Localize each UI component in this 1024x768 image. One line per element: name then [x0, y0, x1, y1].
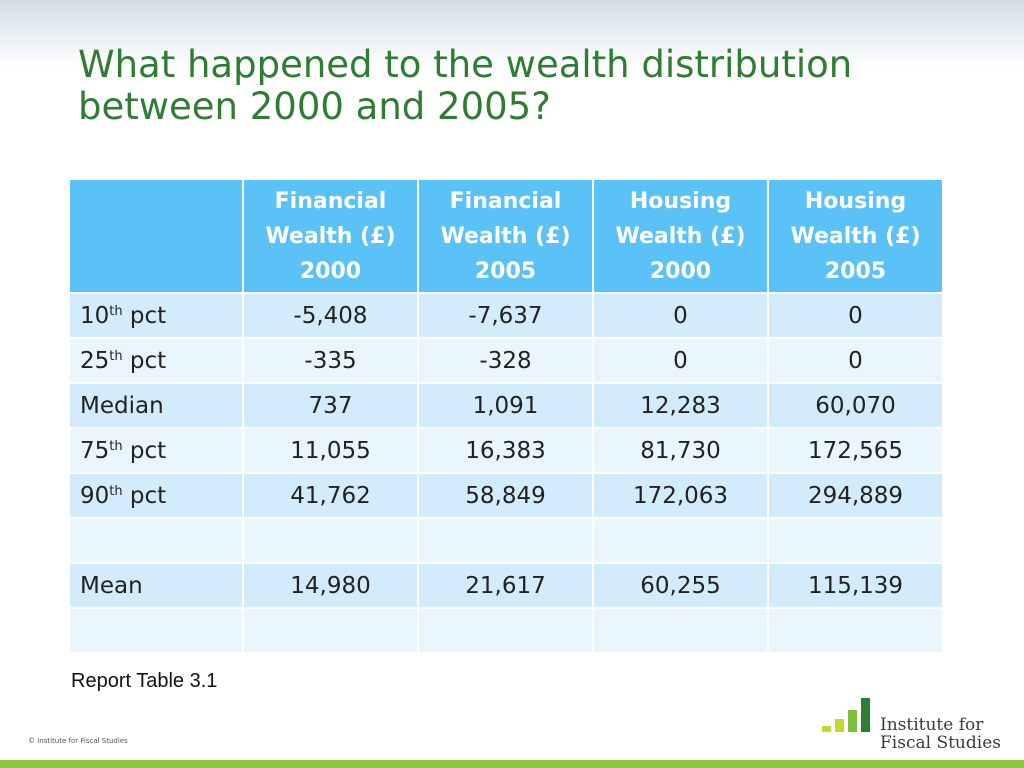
column-header: Housing Wealth (£) 2000 — [594, 180, 767, 292]
table-cell: 60,070 — [769, 384, 942, 427]
table-cell: -335 — [244, 339, 417, 382]
bar-chart-logo-icon — [822, 698, 878, 732]
row-label-rest: pct — [122, 302, 167, 329]
row-label: Mean — [70, 564, 242, 607]
column-header-line: Housing — [629, 188, 732, 214]
row-label-main: 75 — [80, 437, 110, 464]
table-cell — [594, 609, 767, 652]
table-cell: 737 — [244, 384, 417, 427]
column-header-line: 2000 — [649, 258, 712, 284]
table-cell: 1,091 — [419, 384, 592, 427]
table-cell: 0 — [769, 294, 942, 337]
header-gradient-band — [0, 0, 1024, 70]
table-caption: Report Table 3.1 — [71, 670, 218, 692]
row-label-superscript: th — [109, 483, 123, 499]
wealth-distribution-table: Financial Wealth (£) 2000 Financial Weal… — [68, 178, 944, 654]
column-header-line: Wealth (£) — [265, 223, 396, 249]
table-cell: 172,063 — [594, 474, 767, 517]
row-label — [70, 519, 242, 562]
table-cell: -7,637 — [419, 294, 592, 337]
table-cell — [244, 519, 417, 562]
row-label-rest: pct — [122, 482, 167, 509]
table-row — [70, 609, 942, 652]
table-row: 90th pct 41,762 58,849 172,063 294,889 — [70, 474, 942, 517]
header-corner-cell — [70, 180, 242, 292]
table-cell: 115,139 — [769, 564, 942, 607]
column-header: Financial Wealth (£) 2000 — [244, 180, 417, 292]
table-cell — [594, 519, 767, 562]
column-header-line: 2005 — [474, 258, 537, 284]
row-label-superscript: th — [109, 348, 123, 364]
table-cell: 12,283 — [594, 384, 767, 427]
table-cell: 58,849 — [419, 474, 592, 517]
table-cell — [419, 519, 592, 562]
slide-title: What happened to the wealth distribution… — [78, 44, 978, 128]
column-header-line: Financial — [449, 188, 562, 214]
table-cell: 0 — [769, 339, 942, 382]
table-cell: 0 — [594, 294, 767, 337]
column-header-line: Wealth (£) — [615, 223, 746, 249]
column-header-line: Housing — [804, 188, 907, 214]
column-header: Housing Wealth (£) 2005 — [769, 180, 942, 292]
table-cell: 41,762 — [244, 474, 417, 517]
row-label-main: 90 — [80, 482, 110, 509]
table-cell: -5,408 — [244, 294, 417, 337]
table-cell: 172,565 — [769, 429, 942, 472]
copyright-notice: © Institute for Fiscal Studies — [28, 737, 128, 745]
row-label-main: 25 — [80, 347, 110, 374]
row-label-main: 10 — [80, 302, 110, 329]
column-header-line: Wealth (£) — [790, 223, 921, 249]
table-cell: 21,617 — [419, 564, 592, 607]
table-row: 10th pct -5,408 -7,637 0 0 — [70, 294, 942, 337]
table-cell: 11,055 — [244, 429, 417, 472]
slide-title-line-1: What happened to the wealth distribution — [78, 43, 853, 86]
ifs-logo: Institute for Fiscal Studies — [822, 698, 1002, 754]
row-label: Median — [70, 384, 242, 427]
column-header-line: 2000 — [299, 258, 362, 284]
row-label-superscript: th — [109, 303, 123, 319]
row-label — [70, 609, 242, 652]
row-label-rest: pct — [122, 437, 167, 464]
table-cell — [769, 519, 942, 562]
row-label-main: Mean — [80, 572, 143, 599]
slide-title-line-2: between 2000 and 2005? — [78, 85, 551, 128]
table-row: Median 737 1,091 12,283 60,070 — [70, 384, 942, 427]
table-cell — [244, 609, 417, 652]
row-label-main: Median — [80, 392, 164, 419]
row-label: 25th pct — [70, 339, 242, 382]
table-cell: 81,730 — [594, 429, 767, 472]
logo-line-1: Institute for — [880, 715, 984, 735]
row-label-superscript: th — [109, 438, 123, 454]
column-header-line: 2005 — [824, 258, 887, 284]
table-cell: -328 — [419, 339, 592, 382]
table-cell: 0 — [594, 339, 767, 382]
column-header: Financial Wealth (£) 2005 — [419, 180, 592, 292]
table-cell — [769, 609, 942, 652]
table-row: 25th pct -335 -328 0 0 — [70, 339, 942, 382]
table-cell: 16,383 — [419, 429, 592, 472]
column-header-line: Financial — [274, 188, 387, 214]
table-cell: 60,255 — [594, 564, 767, 607]
row-label: 90th pct — [70, 474, 242, 517]
table-cell — [419, 609, 592, 652]
footer-accent-bar — [0, 760, 1024, 768]
row-label: 75th pct — [70, 429, 242, 472]
table-row: Mean 14,980 21,617 60,255 115,139 — [70, 564, 942, 607]
logo-wordmark: Institute for Fiscal Studies — [880, 716, 1001, 752]
column-header-line: Wealth (£) — [440, 223, 571, 249]
table-cell: 14,980 — [244, 564, 417, 607]
table-header-row: Financial Wealth (£) 2000 Financial Weal… — [70, 180, 942, 292]
table-row: 75th pct 11,055 16,383 81,730 172,565 — [70, 429, 942, 472]
row-label-rest: pct — [122, 347, 167, 374]
row-label: 10th pct — [70, 294, 242, 337]
table-cell: 294,889 — [769, 474, 942, 517]
table-row — [70, 519, 942, 562]
logo-line-2: Fiscal Studies — [880, 733, 1001, 753]
